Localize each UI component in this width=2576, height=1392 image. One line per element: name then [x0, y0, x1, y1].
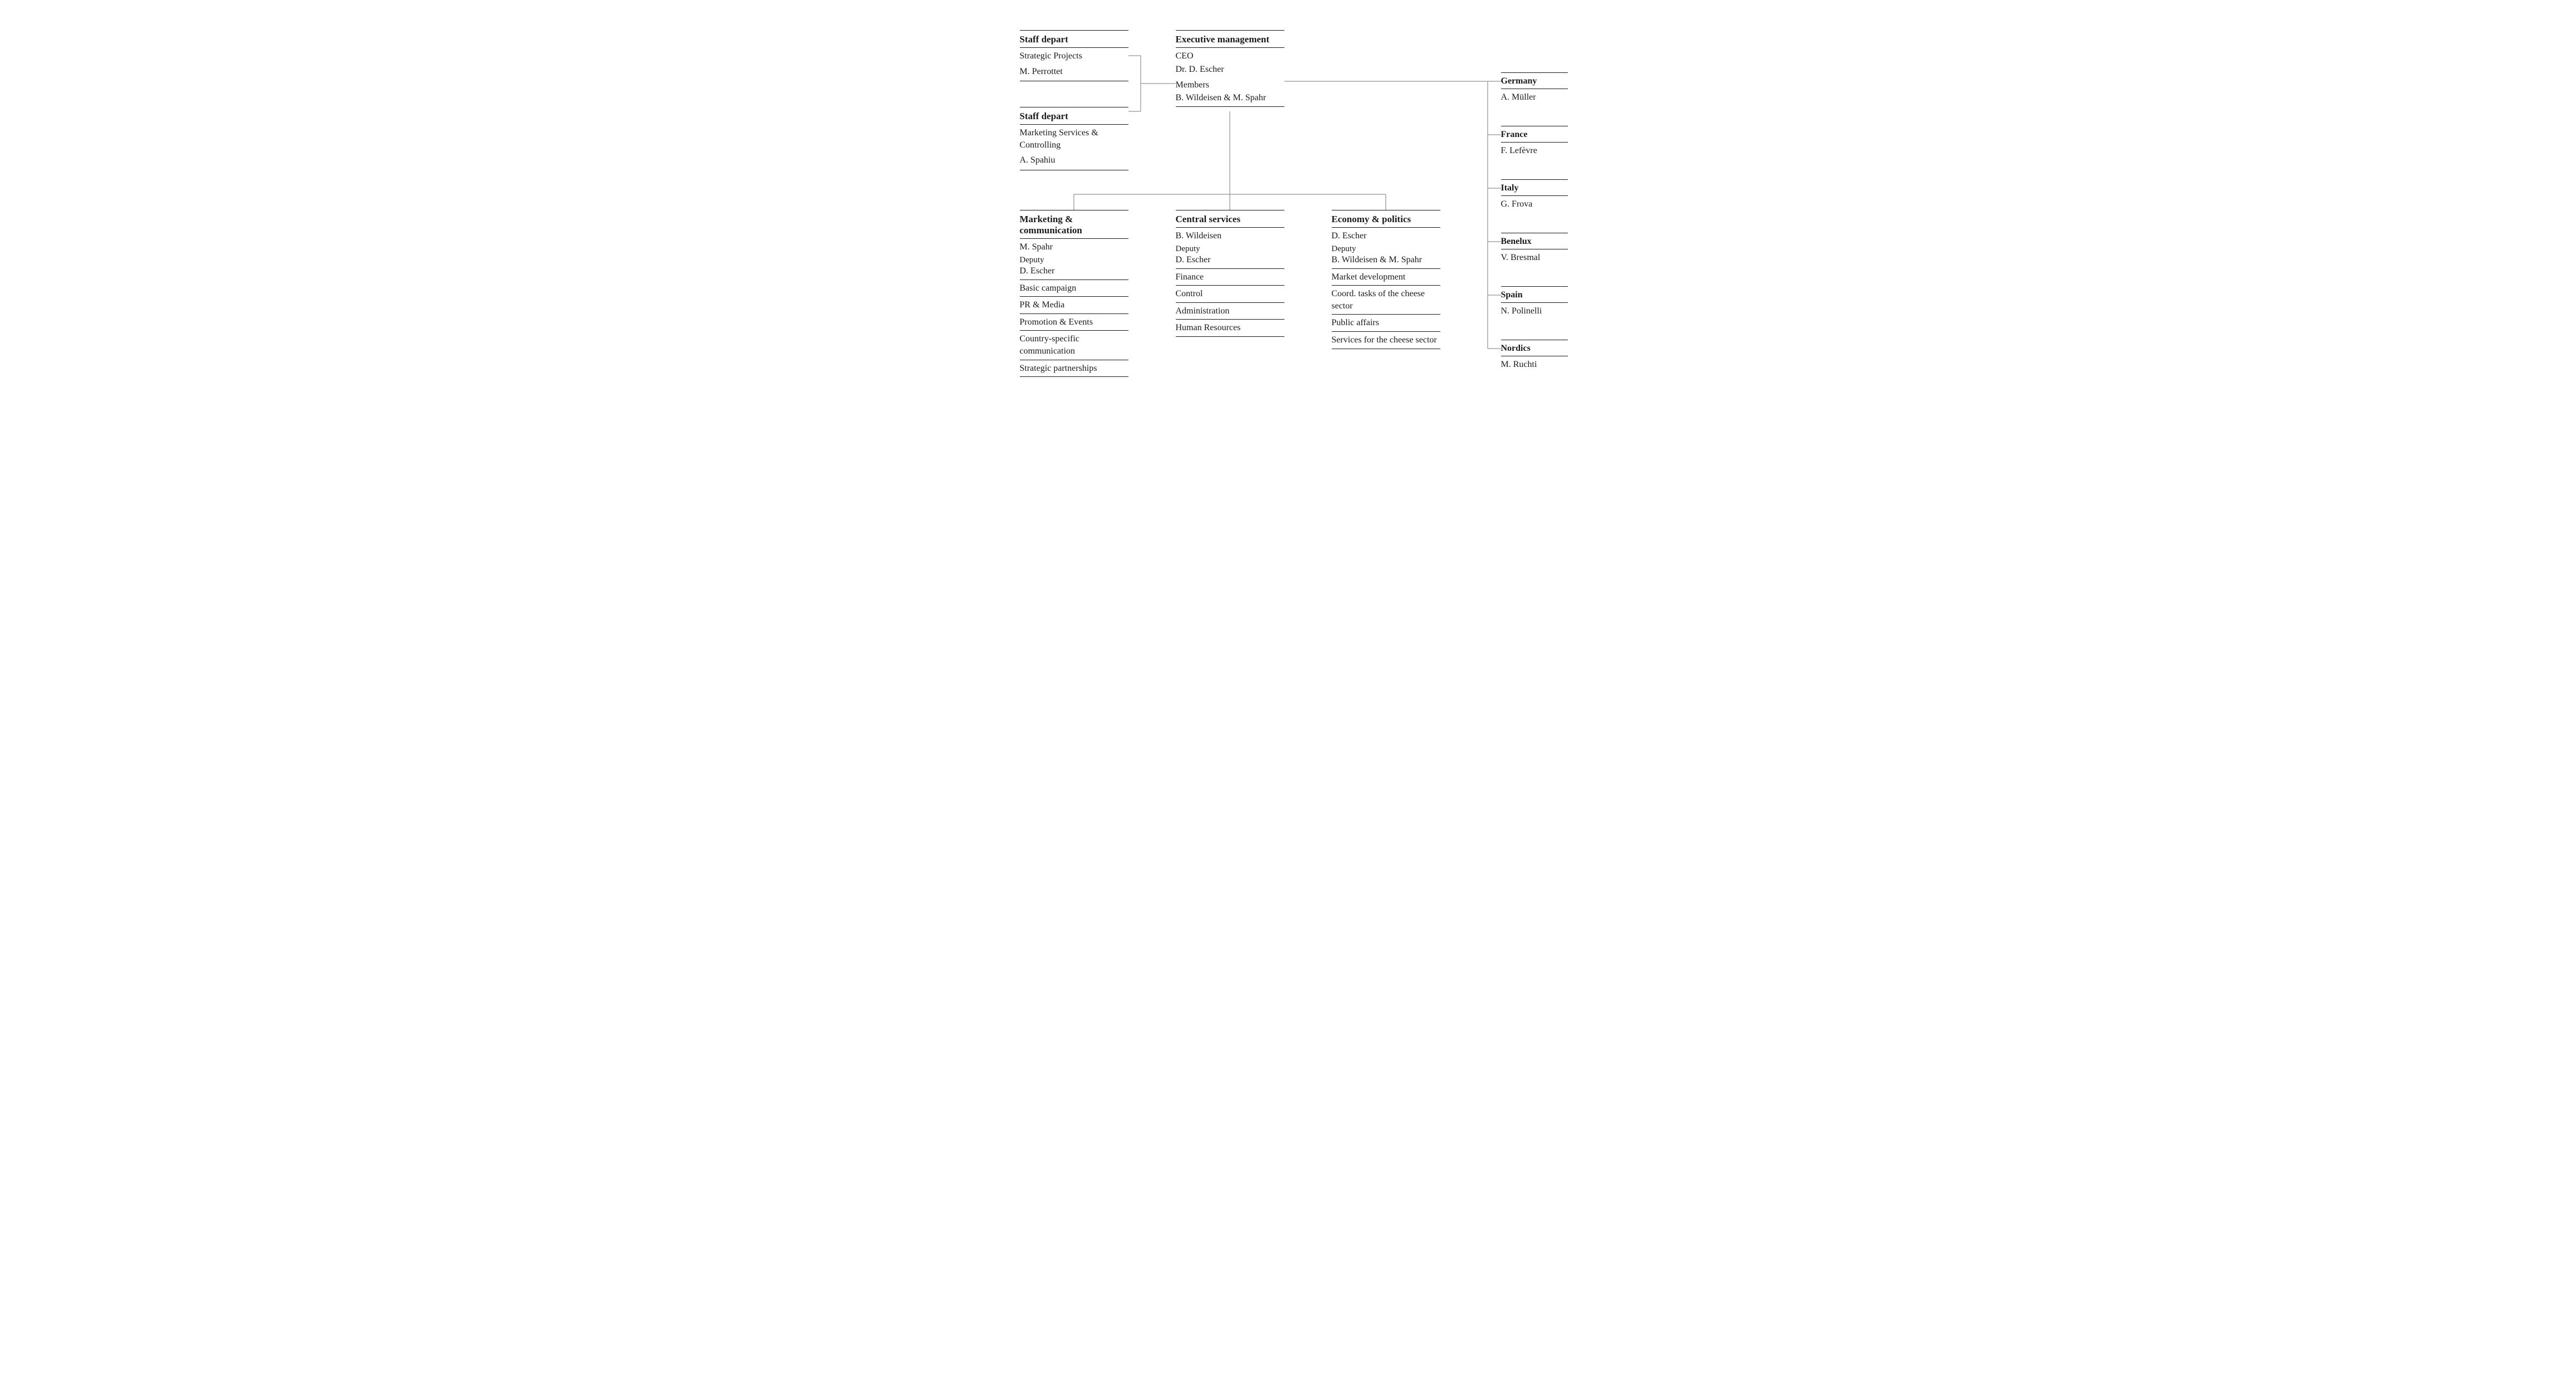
country-name: G. Frova	[1501, 196, 1568, 212]
dept-item: Market development	[1332, 269, 1440, 285]
staff-title: Staff depart	[1020, 107, 1128, 124]
staff-box-0: Staff departStrategic ProjectsM. Perrott…	[1020, 30, 1128, 81]
country-title: Nordics	[1501, 340, 1568, 356]
deputy-label: Deputy	[1332, 243, 1440, 254]
department-box-0: Marketing & communicationM. SpahrDeputyD…	[1020, 210, 1128, 377]
country-box-benelux: BeneluxV. Bresmal	[1501, 233, 1568, 265]
dept-item: Services for the cheese sector	[1332, 332, 1440, 347]
deputy-name: D. Escher	[1020, 265, 1128, 276]
connector-lines	[876, 0, 1700, 445]
dept-title: Economy & politics	[1332, 210, 1440, 227]
dept-lead: D. Escher	[1332, 228, 1440, 243]
staff-line: Strategic Projects	[1020, 48, 1128, 63]
country-name: A. Müller	[1501, 89, 1568, 105]
members-label: Members	[1176, 75, 1284, 92]
dept-lead: M. Spahr	[1020, 239, 1128, 254]
dept-title: Marketing & communication	[1020, 210, 1128, 238]
country-box-spain: SpainN. Polinelli	[1501, 286, 1568, 318]
country-box-nordics: NordicsM. Ruchti	[1501, 340, 1568, 372]
dept-item: Control	[1176, 286, 1284, 301]
dept-item: Country-specific communication	[1020, 331, 1128, 358]
dept-item: Human Resources	[1176, 320, 1284, 335]
department-box-2: Economy & politicsD. EscherDeputyB. Wild…	[1332, 210, 1440, 349]
dept-item: Coord. tasks of the cheese sector	[1332, 286, 1440, 313]
country-title: France	[1501, 126, 1568, 142]
ceo-name: Dr. D. Escher	[1176, 63, 1284, 75]
dept-item: Strategic partnerships	[1020, 360, 1128, 376]
country-name: F. Lefèvre	[1501, 143, 1568, 158]
dept-item: Basic campaign	[1020, 280, 1128, 296]
deputy-name: B. Wildeisen & M. Spahr	[1332, 254, 1440, 265]
staff-line: A. Spahiu	[1020, 152, 1128, 168]
staff-line: Marketing Services & Controlling	[1020, 125, 1128, 152]
dept-item: Administration	[1176, 303, 1284, 318]
staff-line: M. Perrottet	[1020, 63, 1128, 79]
executive-management-box: Executive management CEO Dr. D. Escher M…	[1176, 30, 1284, 107]
department-box-1: Central servicesB. WildeisenDeputyD. Esc…	[1176, 210, 1284, 337]
country-name: N. Polinelli	[1501, 303, 1568, 318]
dept-item: Public affairs	[1332, 315, 1440, 330]
staff-box-1: Staff departMarketing Services & Control…	[1020, 107, 1128, 170]
country-title: Benelux	[1501, 233, 1568, 249]
deputy-label: Deputy	[1176, 243, 1284, 254]
deputy-name: D. Escher	[1176, 254, 1284, 265]
dept-item: Promotion & Events	[1020, 314, 1128, 330]
ceo-label: CEO	[1176, 48, 1284, 63]
country-box-italy: ItalyG. Frova	[1501, 179, 1568, 212]
country-name: V. Bresmal	[1501, 249, 1568, 265]
deputy-label: Deputy	[1020, 254, 1128, 265]
org-chart: Executive management CEO Dr. D. Escher M…	[876, 0, 1700, 445]
country-box-france: FranceF. Lefèvre	[1501, 126, 1568, 158]
staff-title: Staff depart	[1020, 31, 1128, 47]
country-title: Spain	[1501, 287, 1568, 302]
exec-title: Executive management	[1176, 31, 1284, 47]
dept-lead: B. Wildeisen	[1176, 228, 1284, 243]
dept-item: Finance	[1176, 269, 1284, 285]
dept-title: Central services	[1176, 210, 1284, 227]
country-title: Germany	[1501, 73, 1568, 89]
country-name: M. Ruchti	[1501, 356, 1568, 372]
country-box-germany: GermanyA. Müller	[1501, 72, 1568, 105]
country-title: Italy	[1501, 180, 1568, 195]
dept-item: PR & Media	[1020, 297, 1128, 312]
members-names: B. Wildeisen & M. Spahr	[1176, 92, 1284, 103]
